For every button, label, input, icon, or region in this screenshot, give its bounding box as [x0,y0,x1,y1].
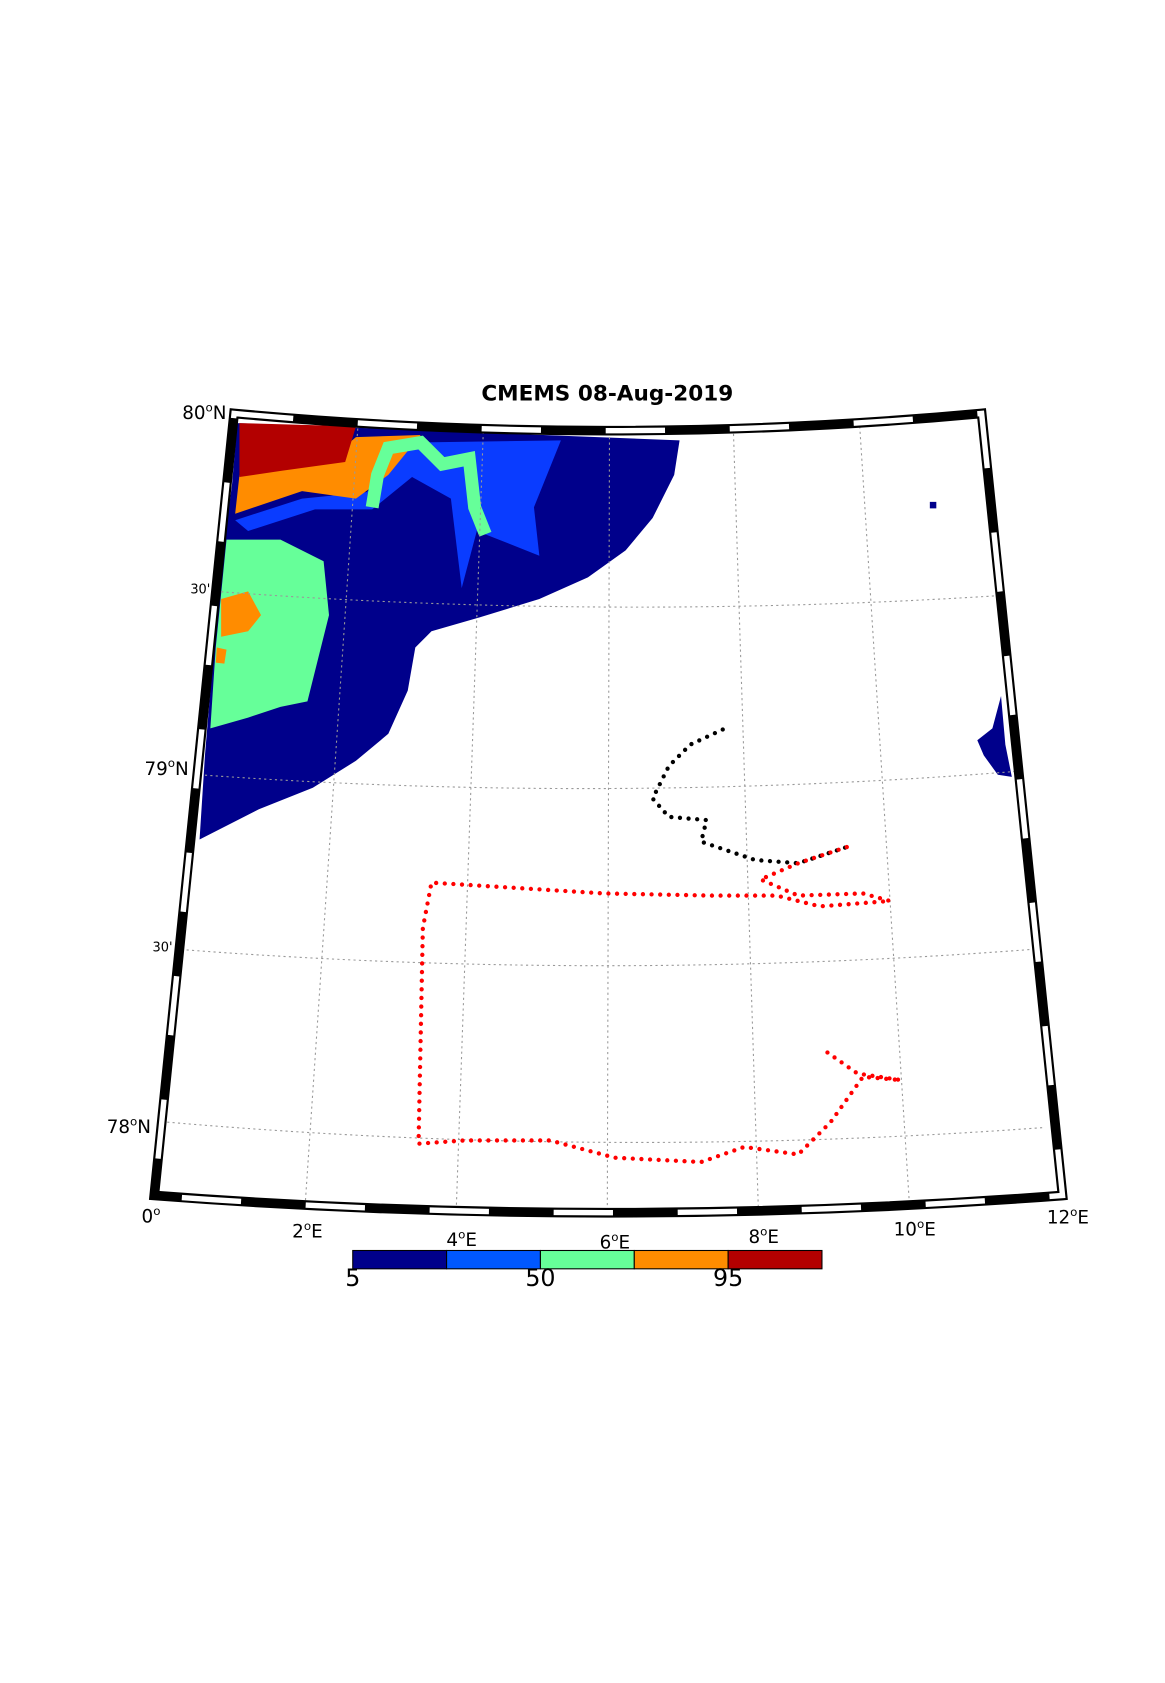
ice-navy-east [929,501,1012,777]
lat-label: 30' [153,941,173,956]
lon-label: 0o [142,1204,161,1228]
ice-green-streak [365,435,492,537]
ice-navy [199,423,680,840]
lon-label: 6oE [600,1230,631,1254]
sea-ice [199,423,1012,840]
ice-blue [235,440,561,589]
graticule [167,423,1045,1211]
lon-label: 8oE [748,1224,779,1248]
colorbar-segment [352,1249,448,1270]
ice-red [239,423,356,478]
colorbar-tick-label: 50 [525,1264,555,1292]
ice-green [210,539,330,729]
track-red [416,844,902,1165]
track-black [650,727,849,866]
latitude-labels: 80oN 30' 79oN 30' 78oN [107,400,227,1138]
colorbar-tick-label: 5 [345,1264,360,1292]
lat-label: 80oN [182,400,226,424]
ice-orange-top [235,434,421,514]
map-frame [148,408,1068,1218]
lon-label: 12oE [1047,1205,1089,1229]
map-title: CMEMS 08-Aug-2019 [481,381,733,406]
ice-orange [215,591,262,664]
colorbar: 5 50 95 [345,1249,823,1292]
tracks [416,727,902,1165]
lat-label: 30' [190,583,210,598]
colorbar-tick-label: 95 [713,1264,743,1292]
longitude-labels: 0o 2oE 4oE 6oE 8oE 10oE 12oE [142,1204,1089,1253]
lon-label: 4oE [446,1228,477,1252]
lon-label: 10oE [894,1217,936,1241]
lat-label: 78oN [107,1114,151,1138]
lon-label: 2oE [292,1219,323,1243]
lat-label: 79oN [144,756,188,780]
colorbar-segment [727,1249,823,1270]
